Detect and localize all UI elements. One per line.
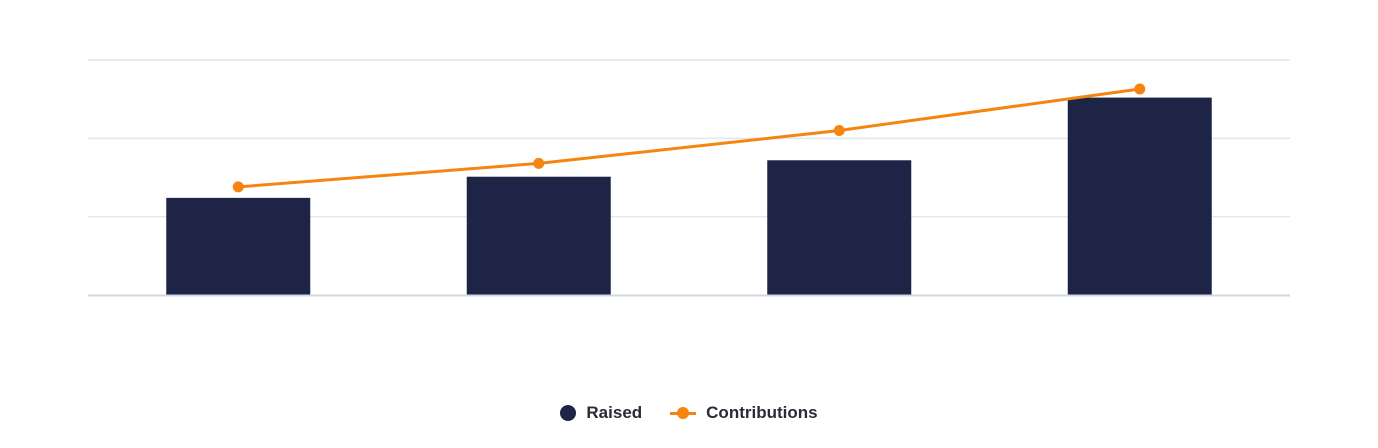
legend-raised-marker [560,405,577,421]
legend-raised-label: Raised [586,403,643,422]
legend-contributions-marker [670,405,697,421]
point-contributions[interactable] [1134,83,1146,95]
point-contributions[interactable] [833,125,845,136]
legend: Raised Contributions [0,400,1378,426]
bar-raised[interactable] [466,176,611,295]
bar-raised[interactable] [767,160,912,295]
legend-item-raised[interactable]: Raised [560,403,642,423]
bar-raised[interactable] [166,197,311,295]
point-contributions[interactable] [533,157,545,169]
legend-item-contributions[interactable]: Contributions [670,403,818,423]
point-contributions[interactable] [232,181,244,193]
bar-raised[interactable] [1067,97,1212,295]
line-contributions [236,87,1142,189]
raised-bars [166,97,1212,295]
legend-contributions-label: Contributions [706,403,818,422]
contributions-line [232,83,1146,193]
